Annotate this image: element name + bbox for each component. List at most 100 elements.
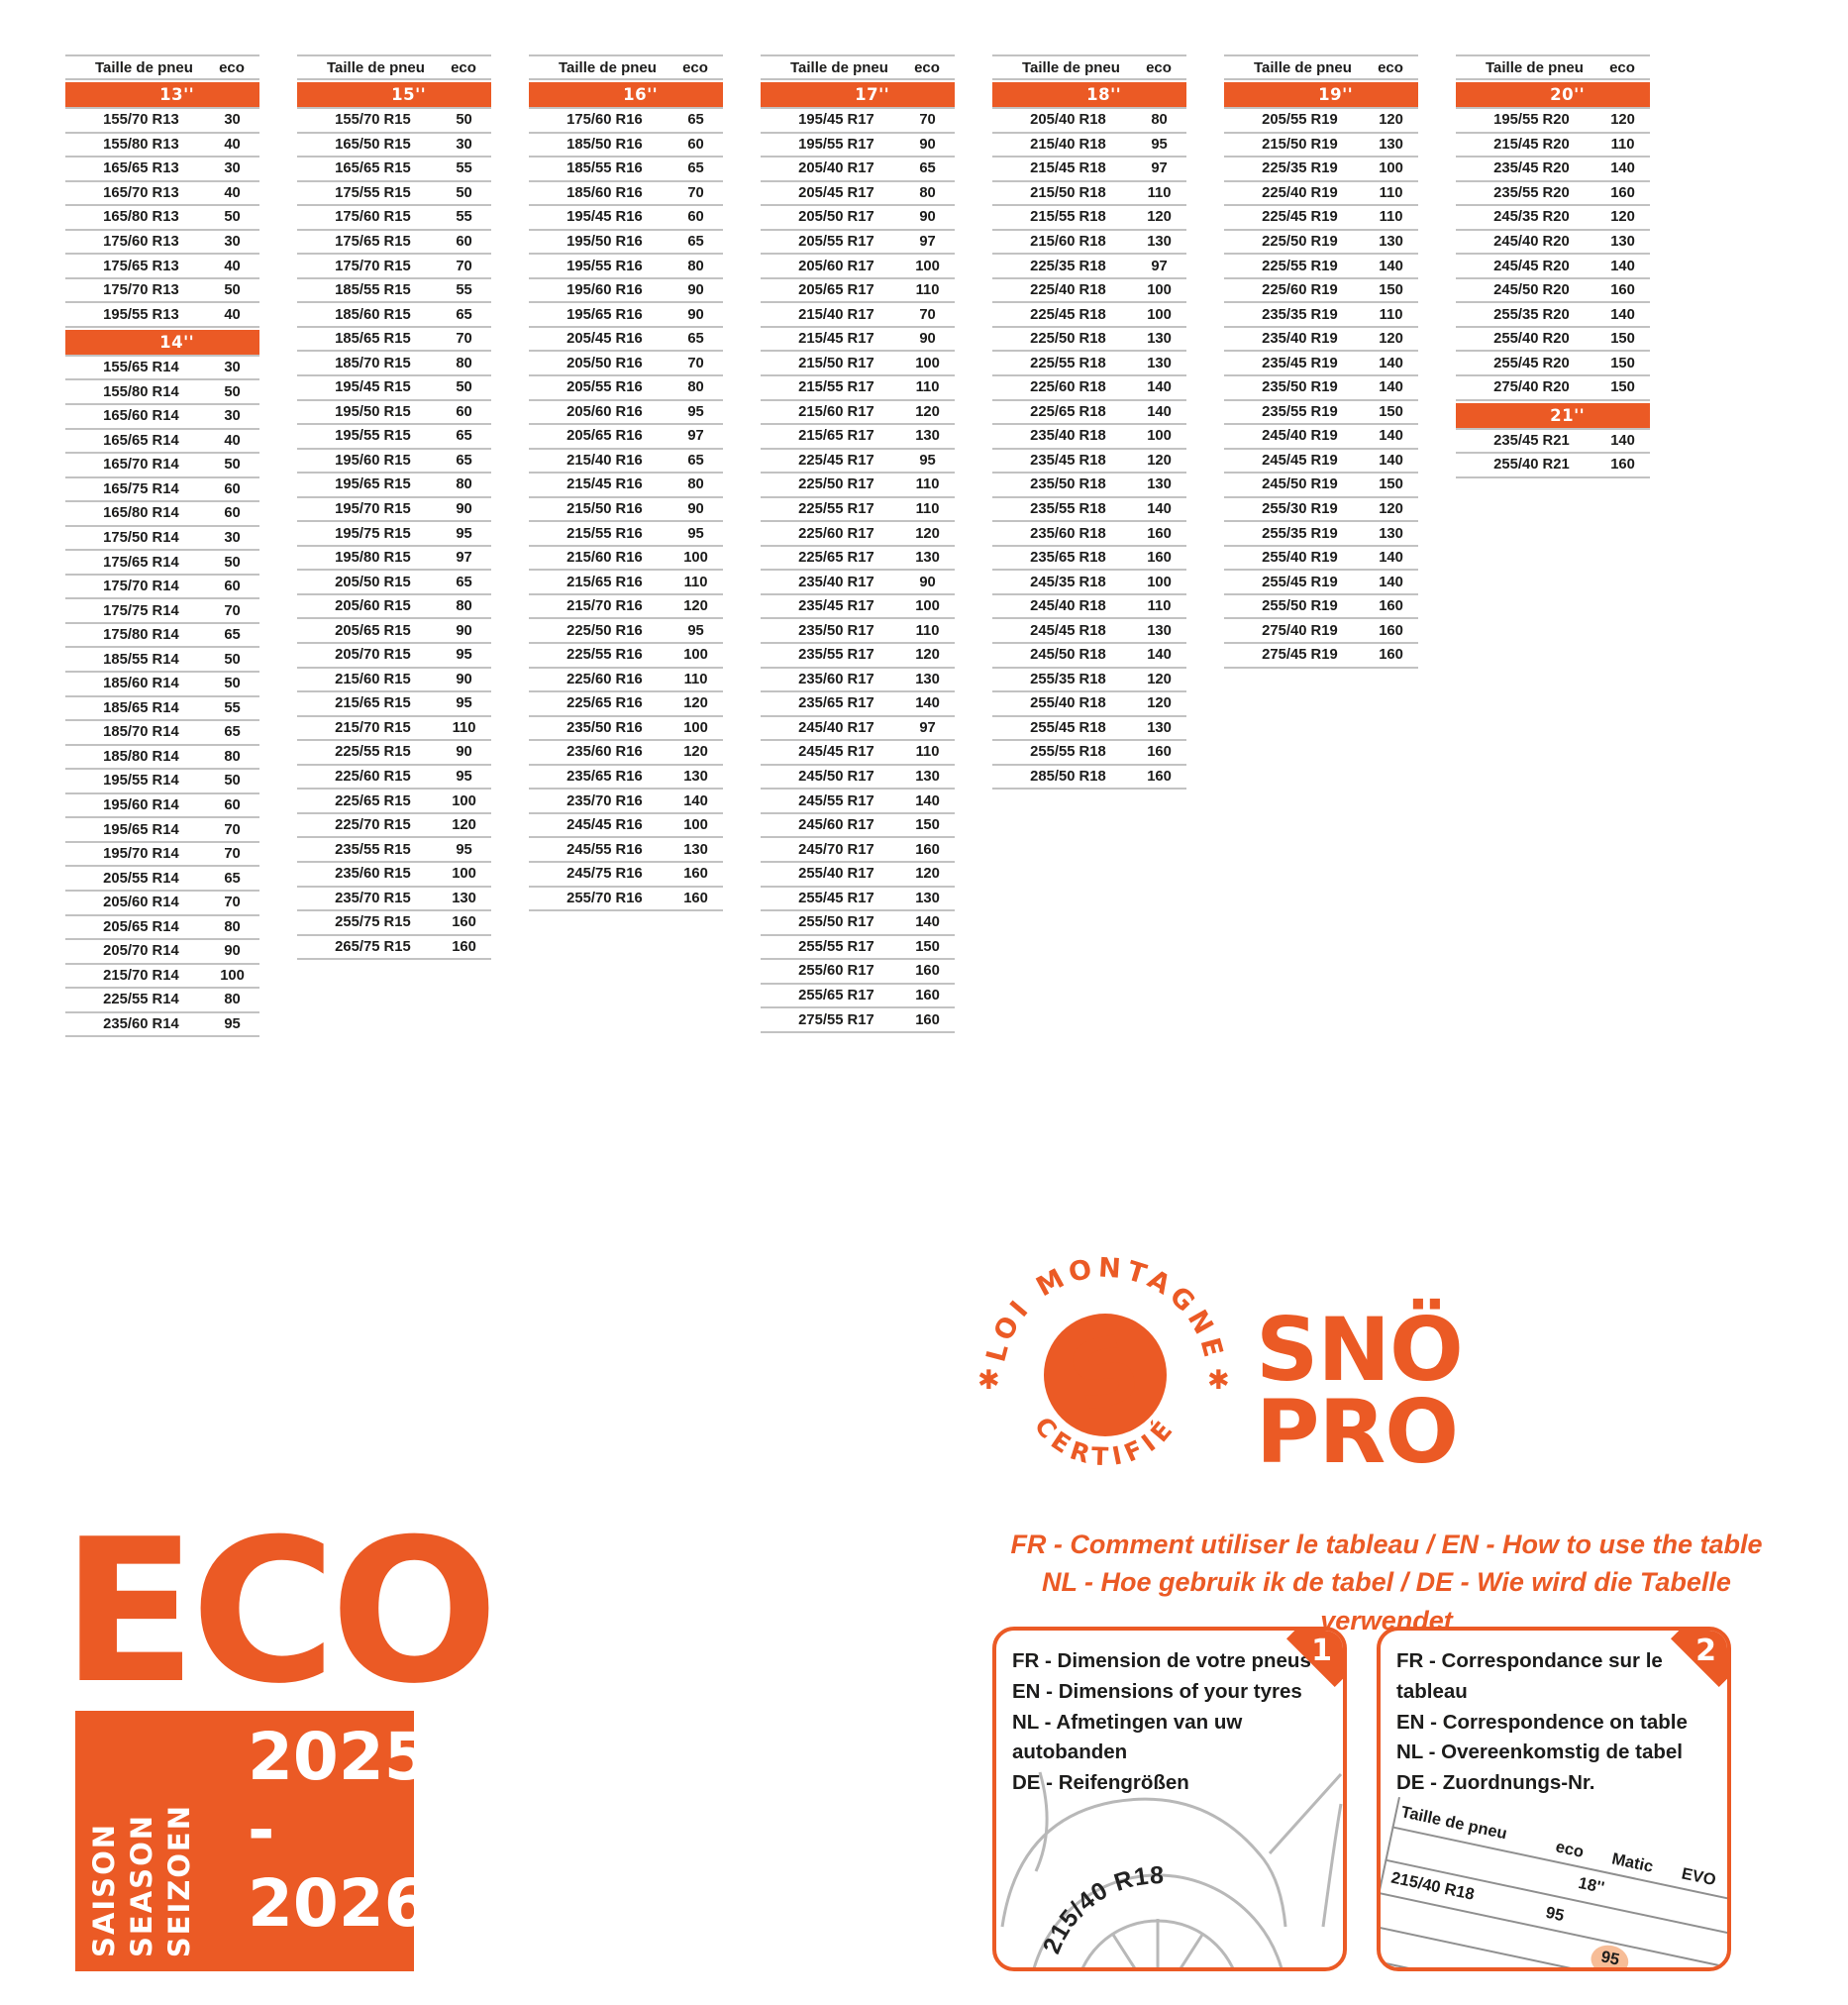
tyre-size-cell: 235/45 R20: [1493, 160, 1570, 177]
tyre-row: 285/50 R18 160: [992, 766, 1186, 791]
tyre-size-cell: 245/35 R20: [1493, 209, 1570, 226]
eco-value-cell: 80: [456, 598, 472, 615]
size-tables: Taille de pneu eco 13'' 155/70 R13 30 155/80 …: [65, 54, 1650, 1038]
eco-value-cell: 90: [224, 943, 241, 960]
eco-value-cell: 110: [1379, 306, 1403, 323]
tyre-size-cell: 195/60 R15: [335, 452, 411, 469]
eco-value-cell: 80: [687, 476, 704, 493]
tyre-row: 215/45 R17 90: [761, 328, 955, 353]
tyre-size-cell: 225/70 R15: [335, 817, 411, 834]
eco-value-cell: 150: [1610, 355, 1635, 371]
box1-line-de: DE - Reifengrößen: [1012, 1771, 1189, 1794]
tyre-size-cell: 195/55 R16: [566, 258, 643, 274]
tyre-row: 235/35 R19 110: [1224, 303, 1418, 328]
tyre-row: 225/55 R16 100: [529, 644, 723, 669]
eco-value-cell: 100: [915, 598, 940, 615]
eco-value-cell: 65: [224, 870, 241, 887]
eco-value-cell: 110: [915, 282, 940, 299]
tyre-row: 225/55 R17 110: [761, 498, 955, 523]
tyre-row: 235/45 R18 120: [992, 450, 1186, 475]
tyre-size-cell: 225/40 R18: [1030, 282, 1106, 299]
tyre-size-cell: 215/45 R17: [798, 331, 874, 348]
tyre-row: 235/65 R17 140: [761, 692, 955, 717]
eco-value-cell: 70: [687, 355, 704, 371]
eco-value-cell: 120: [1610, 112, 1635, 129]
eco-value-cell: 140: [915, 792, 940, 809]
tyre-row: 195/45 R16 60: [529, 206, 723, 231]
tyre-row: 185/55 R14 50: [65, 648, 259, 674]
tyre-row: 255/60 R17 160: [761, 960, 955, 985]
tyre-size-cell: 235/60 R16: [566, 744, 643, 761]
tyre-row: 235/40 R18 100: [992, 425, 1186, 450]
tyre-row: 195/65 R16 90: [529, 303, 723, 328]
tyre-size-cell: 175/65 R14: [103, 554, 179, 571]
tyre-size-cell: 235/55 R20: [1493, 184, 1570, 201]
tyre-row: 195/55 R16 80: [529, 255, 723, 279]
tyre-size-cell: 195/50 R15: [335, 403, 411, 420]
wheel-size-band: 17'': [761, 82, 955, 109]
tyre-size-cell: 235/40 R18: [1030, 428, 1106, 445]
eco-value-cell: 50: [456, 184, 472, 201]
tyre-row: 255/40 R18 120: [992, 692, 1186, 717]
tyre-row: 255/45 R20 150: [1456, 352, 1650, 377]
tyre-size-cell: 205/65 R15: [335, 622, 411, 639]
tyre-size-cell: 215/60 R18: [1030, 234, 1106, 250]
tyre-row: 205/50 R17 90: [761, 206, 955, 231]
tyre-row: 185/55 R16 65: [529, 158, 723, 182]
eco-value-cell: 80: [224, 992, 241, 1008]
eco-value-cell: 140: [1147, 501, 1172, 518]
tyre-size-cell: 225/50 R17: [798, 476, 874, 493]
column-header: Taille de pneu eco: [65, 54, 259, 80]
eco-value-cell: 70: [456, 331, 472, 348]
tyre-size-cell: 235/65 R16: [566, 769, 643, 786]
eco-value-cell: 55: [224, 699, 241, 716]
eco-value-cell: 140: [1147, 379, 1172, 396]
eco-value-cell: 65: [687, 112, 704, 129]
tyre-row: 225/65 R18 140: [992, 401, 1186, 426]
eco-value-cell: 130: [1147, 234, 1172, 250]
tyre-row: 235/45 R19 140: [1224, 352, 1418, 377]
tyre-row: 175/70 R14 60: [65, 576, 259, 600]
tyre-size-cell: 215/55 R18: [1030, 209, 1106, 226]
eco-header-label: eco: [1609, 58, 1635, 76]
tyre-size-cell: 195/60 R16: [566, 282, 643, 299]
eco-value-cell: 100: [1147, 306, 1172, 323]
eco-value-cell: 140: [1379, 428, 1403, 445]
eco-value-cell: 50: [224, 282, 241, 299]
tyre-size-cell: 195/65 R15: [335, 476, 411, 493]
eco-value-cell: 95: [456, 647, 472, 664]
tyre-size-cell: 165/65 R13: [103, 160, 179, 177]
tyre-row: 225/50 R17 110: [761, 474, 955, 498]
logo-line1: SNÖ: [1256, 1299, 1464, 1401]
eco-value-cell: 160: [683, 866, 708, 883]
eco-value-cell: 65: [456, 428, 472, 445]
eco-value-cell: 30: [224, 160, 241, 177]
tyre-row: 255/35 R18 120: [992, 669, 1186, 693]
tyre-size-cell: 215/45 R18: [1030, 160, 1106, 177]
tyre-size-cell: 175/60 R15: [335, 209, 411, 226]
year-separator: -: [248, 1791, 275, 1868]
eco-value-cell: 130: [1610, 234, 1635, 250]
eco-value-cell: 65: [687, 452, 704, 469]
tyre-row: 245/45 R18 130: [992, 619, 1186, 645]
tyre-row: 245/40 R17 97: [761, 717, 955, 742]
tyre-row: 245/50 R17 130: [761, 766, 955, 791]
tyre-size-cell: 175/75 R14: [103, 602, 179, 619]
tyre-size-cell: 255/60 R17: [798, 963, 874, 980]
tyre-row: 225/60 R15 95: [297, 766, 491, 791]
mini-table-line: [1381, 1925, 1727, 1967]
tyre-row: 255/55 R17 150: [761, 936, 955, 961]
eco-value-cell: 160: [915, 987, 940, 1003]
eco-value-cell: 50: [224, 383, 241, 400]
column-header: Taille de pneu eco: [297, 54, 491, 80]
eco-value-cell: 140: [1147, 403, 1172, 420]
size-header-label: Taille de pneu: [327, 58, 425, 76]
tyre-row: 185/60 R16 70: [529, 182, 723, 207]
eco-value-cell: 95: [687, 622, 704, 639]
eco-value-cell: 140: [1147, 647, 1172, 664]
season-word-en: SEASON: [125, 1814, 158, 1957]
tyre-size-cell: 195/50 R16: [566, 234, 643, 250]
tyre-size-cell: 255/40 R17: [798, 866, 874, 883]
tyre-size-cell: 235/50 R16: [566, 719, 643, 736]
eco-header-label: eco: [1378, 58, 1403, 76]
